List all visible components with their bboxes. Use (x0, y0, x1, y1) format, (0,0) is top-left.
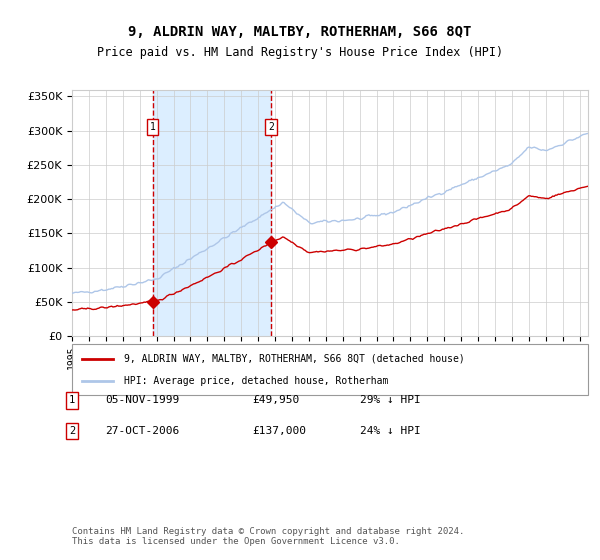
Text: HPI: Average price, detached house, Rotherham: HPI: Average price, detached house, Roth… (124, 376, 388, 386)
Text: 05-NOV-1999: 05-NOV-1999 (105, 395, 179, 405)
Text: 2: 2 (268, 122, 274, 132)
Text: 27-OCT-2006: 27-OCT-2006 (105, 426, 179, 436)
Text: 29% ↓ HPI: 29% ↓ HPI (360, 395, 421, 405)
FancyBboxPatch shape (72, 344, 588, 395)
Text: 1: 1 (69, 395, 75, 405)
Text: 9, ALDRIN WAY, MALTBY, ROTHERHAM, S66 8QT (detached house): 9, ALDRIN WAY, MALTBY, ROTHERHAM, S66 8Q… (124, 353, 464, 363)
Text: £49,950: £49,950 (252, 395, 299, 405)
Text: 9, ALDRIN WAY, MALTBY, ROTHERHAM, S66 8QT: 9, ALDRIN WAY, MALTBY, ROTHERHAM, S66 8Q… (128, 25, 472, 39)
Text: £137,000: £137,000 (252, 426, 306, 436)
Text: Contains HM Land Registry data © Crown copyright and database right 2024.
This d: Contains HM Land Registry data © Crown c… (72, 526, 464, 546)
Text: 1: 1 (149, 122, 155, 132)
Text: 2: 2 (69, 426, 75, 436)
Text: Price paid vs. HM Land Registry's House Price Index (HPI): Price paid vs. HM Land Registry's House … (97, 46, 503, 59)
Text: 24% ↓ HPI: 24% ↓ HPI (360, 426, 421, 436)
Bar (152, 90, 271, 336)
